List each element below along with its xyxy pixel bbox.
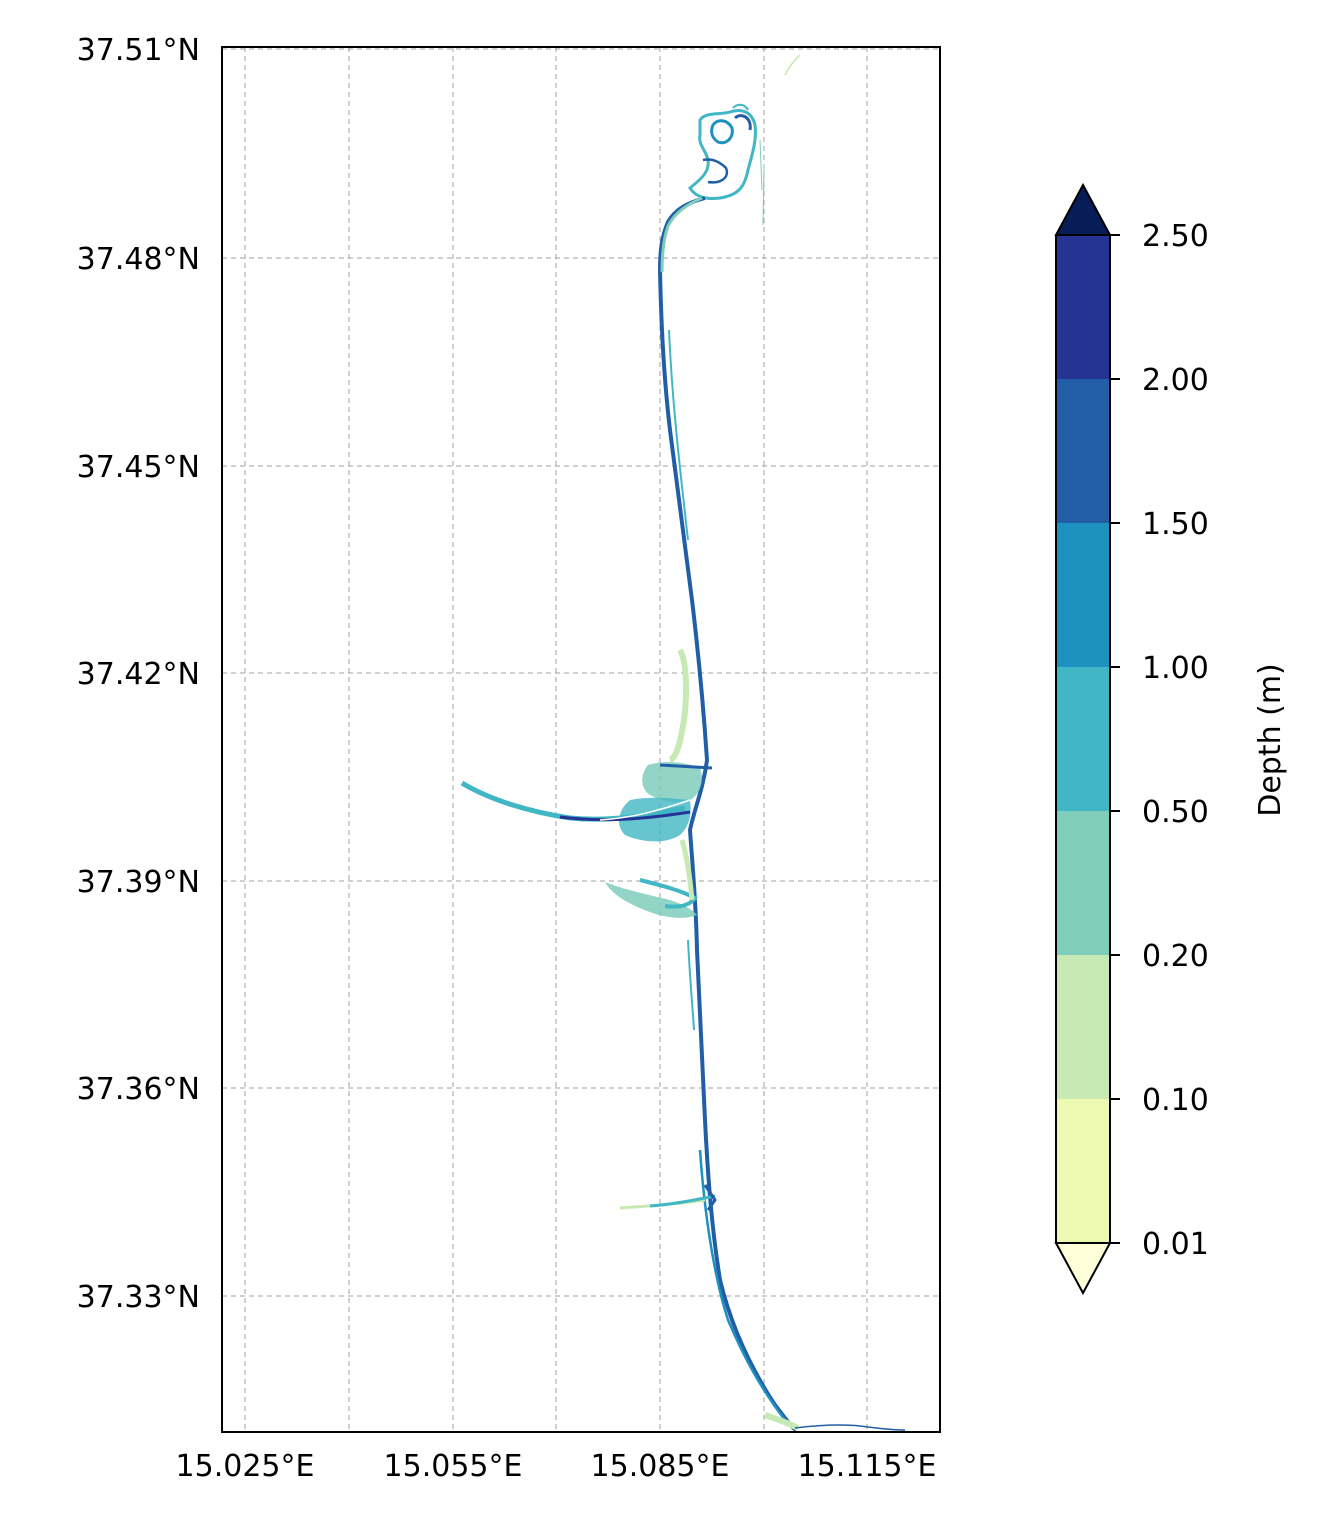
south-beach-shallow: [764, 1412, 800, 1431]
colorbar-tick-label: 0.01: [1142, 1227, 1209, 1262]
north-coast-flood: [784, 54, 801, 76]
river-channel-deep: [559, 810, 691, 822]
colorbar-band: [1056, 235, 1110, 379]
lon-tick-label: 15.055°E: [384, 1449, 523, 1484]
south-channel-flood: [649, 1194, 716, 1208]
colorbar-frame: [1055, 234, 1111, 1244]
map-frame: [221, 46, 941, 1433]
lon-tick-label: 15.025°E: [176, 1449, 315, 1484]
colorbar-tick-label: 2.50: [1142, 219, 1209, 254]
colorbar-tick-label: 1.50: [1142, 507, 1209, 542]
colorbar-label: Depth (m): [1253, 663, 1288, 817]
lat-tick-label: 37.48°N: [77, 242, 200, 277]
colorbar: 0.01 0.10 0.20 0.50 1.00 1.50 2.00 2.50 Depth (…: [1054, 182, 1288, 1296]
river-embankment: [599, 799, 691, 821]
lat-tick-label: 37.39°N: [77, 865, 200, 900]
lat-tick-label: 37.51°N: [77, 33, 200, 68]
harbour-pier-flood: [732, 103, 749, 111]
tributary-north-fringe: [679, 839, 695, 901]
harbour-breakwater-flood: [759, 139, 765, 226]
rivermouth-north-fringe: [668, 648, 690, 763]
colorbar-over-extension: [1054, 182, 1112, 236]
lat-tick-label: 37.33°N: [77, 1280, 200, 1315]
north-bend-shallow: [660, 196, 703, 273]
colorbar-tick-label: 0.10: [1142, 1083, 1209, 1118]
harbour-jetty-flood: [734, 114, 752, 131]
gridlines: [222, 47, 940, 1432]
map-panel: 37.51°N 37.48°N 37.45°N 37.42°N 37.39°N …: [77, 33, 941, 1484]
south-channel-outlet: [703, 1184, 717, 1211]
tributary-shallow-area: [605, 882, 697, 918]
rivermouth-shallow-area: [642, 762, 702, 803]
tributary-channel-flood: [639, 878, 698, 909]
colorbar-tick-label: 2.00: [1142, 363, 1209, 398]
colorbar-tick-label: 0.50: [1142, 795, 1209, 830]
colorbar-band: [1056, 955, 1110, 1099]
south-coast-flood: [698, 1149, 786, 1421]
map-background: [222, 47, 940, 1432]
rivermouth-outlet-flood: [659, 763, 713, 770]
lon-tick-labels: 15.025°E 15.055°E 15.085°E 15.115°E: [176, 1449, 937, 1484]
colorbar-band: [1056, 379, 1110, 523]
flood-depth-field: [460, 54, 906, 1432]
colorbar-tick-label: 1.00: [1142, 651, 1209, 686]
colorbar-band: [1056, 667, 1110, 811]
coastal-strip-flood: [657, 196, 798, 1432]
colorbar-tick-label: 0.20: [1142, 939, 1209, 974]
harbour-inner-flood: [702, 158, 729, 184]
lat-tick-label: 37.42°N: [77, 657, 200, 692]
lon-tick-label: 15.115°E: [798, 1449, 937, 1484]
colorbar-band: [1056, 1099, 1110, 1243]
lon-tick-label: 15.085°E: [591, 1449, 730, 1484]
south-shore-flood: [794, 1424, 906, 1431]
mid-coast-shallow: [687, 939, 695, 1031]
colorbar-bands: [1056, 235, 1110, 1243]
lat-tick-label: 37.36°N: [77, 1072, 200, 1107]
colorbar-band: [1056, 811, 1110, 955]
colorbar-under-extension: [1054, 1242, 1112, 1296]
upper-coast-shallow: [668, 329, 689, 541]
colorbar-ticks: 0.01 0.10 0.20 0.50 1.00 1.50 2.00 2.50: [1110, 219, 1209, 1262]
lat-tick-label: 37.45°N: [77, 450, 200, 485]
lat-tick-labels: 37.51°N 37.48°N 37.45°N 37.42°N 37.39°N …: [77, 33, 200, 1315]
harbour-basin-flood: [710, 119, 734, 145]
colorbar-band: [1056, 523, 1110, 667]
